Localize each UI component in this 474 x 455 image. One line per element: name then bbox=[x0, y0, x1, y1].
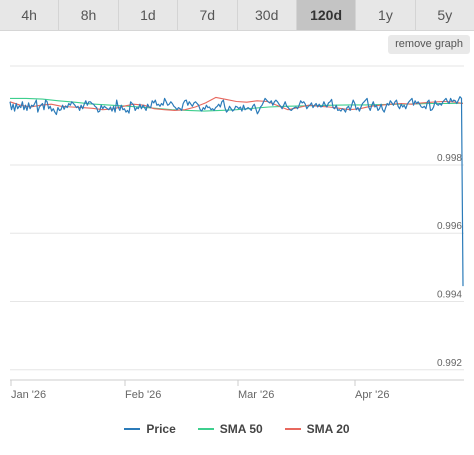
legend-item-price[interactable]: Price bbox=[124, 422, 176, 436]
legend-item-sma20[interactable]: SMA 20 bbox=[284, 422, 350, 436]
legend-item-sma50[interactable]: SMA 50 bbox=[197, 422, 263, 436]
tab-8h[interactable]: 8h bbox=[59, 0, 119, 30]
y-tick-label: 0.998 bbox=[437, 153, 462, 164]
legend-label-sma20: SMA 20 bbox=[306, 422, 350, 436]
chart-legend: Price SMA 50 SMA 20 bbox=[0, 418, 474, 440]
x-tick-label: Jan '26 bbox=[11, 389, 46, 401]
legend-label-sma50: SMA 50 bbox=[219, 422, 263, 436]
timeframe-tabs: 4h 8h 1d 7d 30d 120d 1y 5y bbox=[0, 0, 474, 31]
tab-120d[interactable]: 120d bbox=[296, 0, 357, 30]
x-tick-label: Apr '26 bbox=[355, 389, 390, 401]
tab-4h[interactable]: 4h bbox=[0, 0, 60, 30]
price-chart: 0.998 0.996 0.994 0.992 Jan '26 Feb '26 Mar '2… bbox=[9, 65, 464, 401]
x-tick-label: Feb '26 bbox=[125, 389, 161, 401]
legend-swatch-price bbox=[124, 428, 141, 430]
legend-label-price: Price bbox=[146, 422, 176, 436]
remove-graph-button[interactable]: remove graph bbox=[388, 35, 470, 54]
sma50-line bbox=[10, 97, 464, 112]
y-tick-label: 0.996 bbox=[437, 221, 462, 232]
sma20-line bbox=[9, 96, 464, 111]
tab-1y[interactable]: 1y bbox=[356, 0, 416, 30]
tab-30d[interactable]: 30d bbox=[238, 0, 297, 30]
tab-5y[interactable]: 5y bbox=[437, 7, 453, 23]
tab-1d[interactable]: 1d bbox=[119, 0, 179, 30]
tab-7d[interactable]: 7d bbox=[178, 0, 238, 30]
legend-swatch-sma50 bbox=[197, 428, 214, 430]
y-tick-label: 0.994 bbox=[437, 290, 462, 301]
legend-swatch-sma20 bbox=[284, 428, 301, 430]
x-tick-label: Mar '26 bbox=[238, 389, 274, 401]
y-tick-label: 0.992 bbox=[437, 358, 462, 369]
price-line bbox=[9, 96, 464, 287]
